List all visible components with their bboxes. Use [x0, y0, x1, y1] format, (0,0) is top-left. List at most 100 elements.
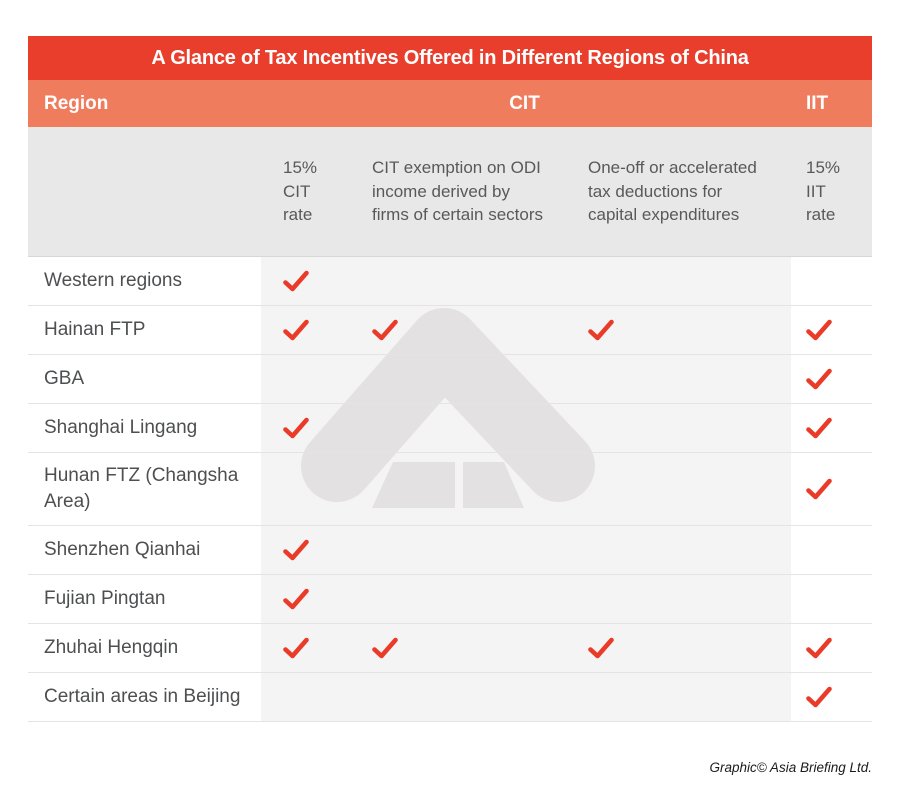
page-title: A Glance of Tax Incentives Offered in Di…: [151, 46, 749, 69]
table-body-rows: Western regions Hainan FTP: [28, 257, 872, 722]
column-group-region: Region: [44, 92, 109, 114]
table-row: Hainan FTP: [28, 306, 872, 355]
check-cell-iit-rate: [788, 257, 872, 305]
check-cell-iit-rate: [788, 453, 872, 525]
region-name-cell: Shanghai Lingang: [28, 404, 261, 452]
check-cell-odi-exemption: [354, 624, 570, 672]
checkmark-icon: [283, 319, 309, 341]
check-cell-iit-rate: [788, 673, 872, 721]
check-cell-capex-deduction: [570, 404, 788, 452]
group-header-row: Region CIT IIT: [28, 80, 872, 127]
region-name-cell: Hainan FTP: [28, 306, 261, 354]
checkmark-icon: [588, 637, 614, 659]
column-group-iit: IIT: [806, 92, 829, 114]
region-name-cell: Fujian Pingtan: [28, 575, 261, 623]
asia-briefing-watermark-icon: [301, 308, 595, 508]
checkmark-icon: [806, 686, 832, 708]
check-cell-odi-exemption: [354, 404, 570, 452]
region-name-cell: GBA: [28, 355, 261, 403]
checkmark-icon: [283, 539, 309, 561]
table-row: Western regions: [28, 257, 872, 306]
checkmark-icon: [806, 637, 832, 659]
column-header-cit-rate: 15% CIT rate: [261, 127, 354, 256]
column-header-label: CIT exemption on ODI income derived by f…: [372, 157, 543, 225]
check-cell-iit-rate: [788, 306, 872, 354]
check-cell-capex-deduction: [570, 526, 788, 574]
table-row: GBA: [28, 355, 872, 404]
table-body: Western regions Hainan FTP: [28, 257, 872, 722]
title-bar: A Glance of Tax Incentives Offered in Di…: [28, 36, 872, 80]
region-label: Shenzhen Qianhai: [44, 539, 201, 560]
table-row: Certain areas in Beijing: [28, 673, 872, 722]
check-cell-capex-deduction: [570, 355, 788, 403]
region-label: Hainan FTP: [44, 319, 146, 340]
column-header-capex-deduction: One-off or accelerated tax deductions fo…: [570, 127, 788, 256]
column-header-spacer: [28, 127, 261, 256]
check-cell-cit-rate: [261, 306, 354, 354]
column-header-iit-rate: 15% IIT rate: [788, 127, 872, 256]
checkmark-icon: [806, 417, 832, 439]
checkmark-icon: [283, 270, 309, 292]
check-cell-odi-exemption: [354, 306, 570, 354]
region-label: Certain areas in Beijing: [44, 686, 241, 707]
check-cell-cit-rate: [261, 575, 354, 623]
check-cell-capex-deduction: [570, 306, 788, 354]
tax-incentives-table: A Glance of Tax Incentives Offered in Di…: [28, 36, 872, 722]
column-header-label: One-off or accelerated tax deductions fo…: [588, 157, 757, 225]
check-cell-iit-rate: [788, 404, 872, 452]
column-header-row: 15% CIT rate CIT exemption on ODI income…: [28, 127, 872, 257]
checkmark-icon: [588, 319, 614, 341]
check-cell-cit-rate: [261, 404, 354, 452]
column-header-label: 15% IIT rate: [806, 157, 841, 225]
region-name-cell: Shenzhen Qianhai: [28, 526, 261, 574]
region-name-cell: Hunan FTZ (Changsha Area): [28, 453, 261, 525]
region-label: Hunan FTZ (Changsha Area): [44, 465, 239, 512]
check-cell-odi-exemption: [354, 257, 570, 305]
checkmark-icon: [806, 319, 832, 341]
check-cell-capex-deduction: [570, 575, 788, 623]
region-label: Shanghai Lingang: [44, 417, 198, 438]
checkmark-icon: [372, 637, 398, 659]
check-cell-odi-exemption: [354, 355, 570, 403]
check-cell-odi-exemption: [354, 673, 570, 721]
region-name-cell: Certain areas in Beijing: [28, 673, 261, 721]
column-group-cit: CIT: [509, 92, 540, 114]
check-cell-iit-rate: [788, 526, 872, 574]
footer-credit: Graphic© Asia Briefing Ltd.: [709, 760, 872, 775]
check-cell-capex-deduction: [570, 673, 788, 721]
checkmark-icon: [283, 637, 309, 659]
check-cell-odi-exemption: [354, 575, 570, 623]
column-header-label: 15% CIT rate: [283, 157, 318, 225]
check-cell-cit-rate: [261, 526, 354, 574]
check-cell-cit-rate: [261, 673, 354, 721]
table-row: Fujian Pingtan: [28, 575, 872, 624]
checkmark-icon: [283, 588, 309, 610]
table-row: Zhuhai Hengqin: [28, 624, 872, 673]
check-cell-odi-exemption: [354, 453, 570, 525]
check-cell-capex-deduction: [570, 257, 788, 305]
checkmark-icon: [806, 478, 832, 500]
table-row: Shenzhen Qianhai: [28, 526, 872, 575]
table-row: Hunan FTZ (Changsha Area): [28, 453, 872, 526]
region-label: Fujian Pingtan: [44, 588, 166, 609]
check-cell-iit-rate: [788, 355, 872, 403]
check-cell-iit-rate: [788, 624, 872, 672]
region-label: Western regions: [44, 270, 182, 291]
checkmark-icon: [372, 319, 398, 341]
check-cell-cit-rate: [261, 453, 354, 525]
check-cell-capex-deduction: [570, 453, 788, 525]
region-name-cell: Zhuhai Hengqin: [28, 624, 261, 672]
checkmark-icon: [283, 417, 309, 439]
cit-column-band: [261, 257, 791, 722]
check-cell-capex-deduction: [570, 624, 788, 672]
column-header-odi-exemption: CIT exemption on ODI income derived by f…: [354, 127, 570, 256]
checkmark-icon: [806, 368, 832, 390]
check-cell-cit-rate: [261, 257, 354, 305]
region-label: GBA: [44, 368, 85, 389]
region-label: Zhuhai Hengqin: [44, 637, 179, 658]
check-cell-odi-exemption: [354, 526, 570, 574]
check-cell-iit-rate: [788, 575, 872, 623]
check-cell-cit-rate: [261, 355, 354, 403]
check-cell-cit-rate: [261, 624, 354, 672]
